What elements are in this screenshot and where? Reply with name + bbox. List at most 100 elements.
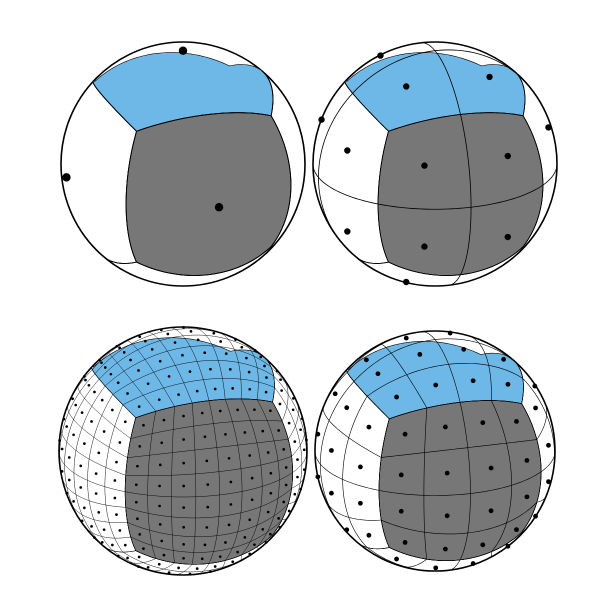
pixel-centre-dot (514, 419, 519, 424)
pixel-centre-dot (111, 409, 114, 412)
pixel-centre-dot (245, 357, 248, 360)
pixel-centre-dot (403, 83, 409, 89)
pixel-centre-dot (65, 425, 68, 428)
pixel-centre-dot (83, 375, 86, 378)
pixel-centre-dot (231, 560, 234, 563)
pixel-centre-dot (329, 491, 334, 496)
pixel-centre-dot (158, 485, 161, 488)
pixel-centre-dot (525, 458, 530, 463)
pixel-centre-dot (138, 445, 141, 448)
pixel-centre-dot (138, 556, 141, 559)
pixel-centre-dot (267, 511, 270, 514)
pixel-centre-dot (167, 333, 170, 336)
pixel-centre-dot (305, 439, 308, 442)
pixel-centre-dot (533, 514, 538, 519)
pixel-centre-dot (486, 74, 492, 80)
pixel-centre-dot (214, 388, 217, 391)
pixel-centre-dot (136, 517, 139, 520)
pixel-centre-dot (103, 528, 106, 531)
pixel-centre-dot (84, 379, 87, 382)
pixel-centre-dot (394, 395, 399, 400)
pixel-centre-dot (506, 544, 511, 549)
pixel-centre-dot (123, 351, 126, 354)
pixel-centre-dot (546, 443, 551, 448)
pixel-centre-dot (533, 406, 538, 411)
pixel-centre-dot (61, 448, 64, 451)
pixel-centre-dot (303, 468, 306, 471)
pixel-centre-dot (160, 329, 163, 332)
pixel-centre-dot (83, 506, 86, 509)
pixel-centre-dot (265, 391, 268, 394)
pixel-centre-dot (206, 483, 209, 486)
pixel-centre-dot (196, 390, 199, 393)
pixel-centre-dot (489, 466, 494, 471)
pixel-centre-dot (514, 527, 519, 532)
pixel-centre-dot (545, 124, 551, 130)
pixel-centre-dot (93, 536, 96, 539)
pixel-centre-dot (421, 162, 427, 168)
pixel-centre-dot (135, 483, 138, 486)
pixel-centre-dot (117, 555, 120, 558)
pixel-centre-dot (177, 567, 180, 570)
pixel-centre-dot (182, 557, 185, 560)
pixel-centre-dot (144, 340, 147, 343)
pixel-centre-dot (344, 527, 349, 532)
pixel-centre-dot (248, 454, 251, 457)
pixel-centre-dot (532, 384, 537, 389)
pixel-centre-dot (158, 398, 161, 401)
pixel-centre-dot (293, 493, 296, 496)
pixel-centre-dot (72, 433, 75, 436)
sphere-panel-bottom-right (315, 331, 555, 571)
pixel-centre-dot (117, 381, 120, 384)
pixel-centre-dot (137, 565, 140, 568)
pixel-centre-dot (276, 370, 279, 373)
pixel-centre-dot (182, 438, 185, 441)
pixel-centre-dot (205, 526, 208, 529)
pixel-centre-dot (394, 557, 399, 562)
pixel-centre-dot (74, 404, 77, 407)
pixel-centre-dot (318, 116, 324, 122)
pixel-centre-dot (209, 368, 212, 371)
pixel-centre-dot (358, 501, 363, 506)
pixel-centre-dot (236, 408, 239, 411)
pixel-centre-dot (182, 506, 185, 509)
pixel-centre-dot (231, 387, 234, 390)
pixel-centre-dot (65, 492, 68, 495)
pixel-centre-dot (182, 543, 185, 546)
pixel-centre-dot (240, 346, 243, 349)
pixel-centre-dot (114, 479, 117, 482)
pixel-centre-dot (174, 341, 177, 344)
pixel-centre-dot (124, 420, 127, 423)
pixel-centre-dot (209, 570, 212, 573)
pixel-centre-dot (159, 464, 162, 467)
pixel-centre-dot (147, 566, 150, 569)
pixel-centre-dot (115, 461, 118, 464)
pixel-centre-dot (253, 543, 256, 546)
pixel-centre-dot (489, 508, 494, 513)
pixel-centre-dot (205, 460, 208, 463)
pixel-centre-dot (433, 383, 438, 388)
pixel-centre-dot (269, 492, 272, 495)
pixel-centre-dot (358, 465, 363, 470)
pixel-centre-dot (254, 349, 257, 352)
pixel-centre-dot (403, 432, 408, 437)
pixel-centre-dot (280, 389, 283, 392)
pixel-centre-dot (58, 439, 61, 442)
pixel-centre-dot (215, 203, 223, 211)
pixel-centre-dot (138, 533, 141, 536)
pixel-centre-dot (116, 345, 119, 348)
pixel-centre-dot (97, 451, 100, 454)
pixel-centre-dot (443, 547, 448, 552)
pixel-centre-dot (179, 47, 187, 55)
pixel-centre-dot (288, 422, 291, 425)
pixel-centre-dot (159, 360, 162, 363)
pixel-centre-dot (181, 354, 184, 357)
pixel-centre-dot (471, 378, 476, 383)
pixel-centre-dot (114, 497, 117, 500)
pixel-centre-dot (159, 523, 162, 526)
pixel-centre-dot (230, 481, 233, 484)
pixel-centre-dot (399, 509, 404, 514)
pixel-centre-dot (480, 542, 485, 547)
pixel-centre-dot (445, 513, 450, 518)
pixel-centre-dot (299, 488, 302, 491)
